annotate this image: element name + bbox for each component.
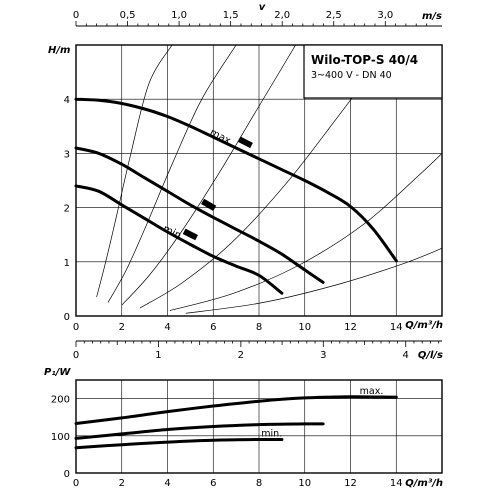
head-series-line (74, 97, 398, 263)
power-series-label: max. (360, 386, 384, 397)
head-y-tick-label: 3 (64, 149, 70, 160)
system-curve (139, 66, 376, 309)
velocity-tick-label: 0,5 (120, 10, 136, 21)
head-plot-frame (75, 44, 443, 317)
power-x-tick-label: 14 (390, 478, 403, 489)
system-curve (96, 45, 173, 298)
velocity-axis-symbol: v (259, 2, 266, 13)
velocity-tick-label: 0 (73, 10, 79, 21)
power-x-tick-label: 12 (344, 478, 357, 489)
power-x-axis-label: Q/m³/h (405, 478, 443, 489)
power-x-tick-label: 6 (210, 478, 216, 489)
head-x-tick-label: 14 (390, 322, 403, 333)
power-x-tick-label: 4 (164, 478, 170, 489)
head-x-tick-label: 12 (344, 322, 357, 333)
power-x-tick-label: 8 (256, 478, 262, 489)
head-y-tick-label: 4 (64, 95, 70, 106)
title-box (303, 44, 443, 99)
chart-title: Wilo-TOP-S 40/4 (311, 53, 418, 67)
power-y-tick-label: 0 (64, 469, 70, 480)
power-series-line (74, 395, 398, 425)
speed-marker (201, 198, 217, 211)
speed-marker (182, 228, 198, 241)
head-y-axis-label: H/m (48, 45, 70, 56)
head-y-tick-label: 1 (64, 258, 70, 269)
head-x-axis-label: Q/m³/h (405, 320, 443, 331)
power-y-axis-label: P₁/W (44, 367, 71, 378)
flow-ls-axis-unit: Q/l/s (418, 350, 443, 361)
flow-ls-tick-label: 4 (403, 350, 409, 361)
velocity-tick-label: 1,0 (171, 10, 187, 21)
head-series-label: max. (208, 127, 235, 148)
chart-subtitle: 3~400 V - DN 40 (311, 70, 392, 81)
velocity-tick-label: 3,0 (377, 10, 393, 21)
power-x-tick-label: 0 (73, 478, 79, 489)
head-x-tick-label: 6 (210, 322, 216, 333)
velocity-axis-unit: m/s (422, 11, 442, 22)
head-series-line (74, 184, 284, 295)
power-series-line (74, 437, 284, 450)
head-x-tick-label: 8 (256, 322, 262, 333)
head-y-tick-label: 0 (64, 312, 70, 323)
head-x-tick-label: 4 (164, 322, 170, 333)
velocity-tick-label: 2,0 (274, 10, 290, 21)
flow-ls-tick-label: 3 (320, 350, 326, 361)
power-series-label: min. (261, 429, 282, 440)
velocity-tick-label: 2,5 (326, 10, 342, 21)
head-x-tick-label: 0 (73, 322, 79, 333)
head-x-tick-label: 2 (119, 322, 125, 333)
power-y-tick-label: 200 (51, 395, 70, 406)
power-x-tick-label: 2 (119, 478, 125, 489)
system-curve (185, 247, 442, 314)
speed-marker (237, 136, 253, 149)
head-y-tick-label: 2 (64, 204, 70, 215)
system-curve (169, 153, 442, 311)
velocity-tick-label: 1,5 (223, 10, 239, 21)
power-y-tick-label: 100 (51, 432, 70, 443)
power-x-tick-label: 10 (298, 478, 311, 489)
system-curve (107, 45, 237, 303)
flow-ls-tick-label: 2 (238, 350, 244, 361)
flow-ls-tick-label: 1 (155, 350, 161, 361)
head-series-line (74, 146, 325, 284)
system-curve (121, 45, 296, 306)
power-plot-frame (75, 379, 443, 474)
head-series-label: min. (161, 223, 186, 243)
flow-ls-tick-label: 0 (73, 350, 79, 361)
power-series-line (74, 422, 325, 440)
head-x-tick-label: 10 (298, 322, 311, 333)
